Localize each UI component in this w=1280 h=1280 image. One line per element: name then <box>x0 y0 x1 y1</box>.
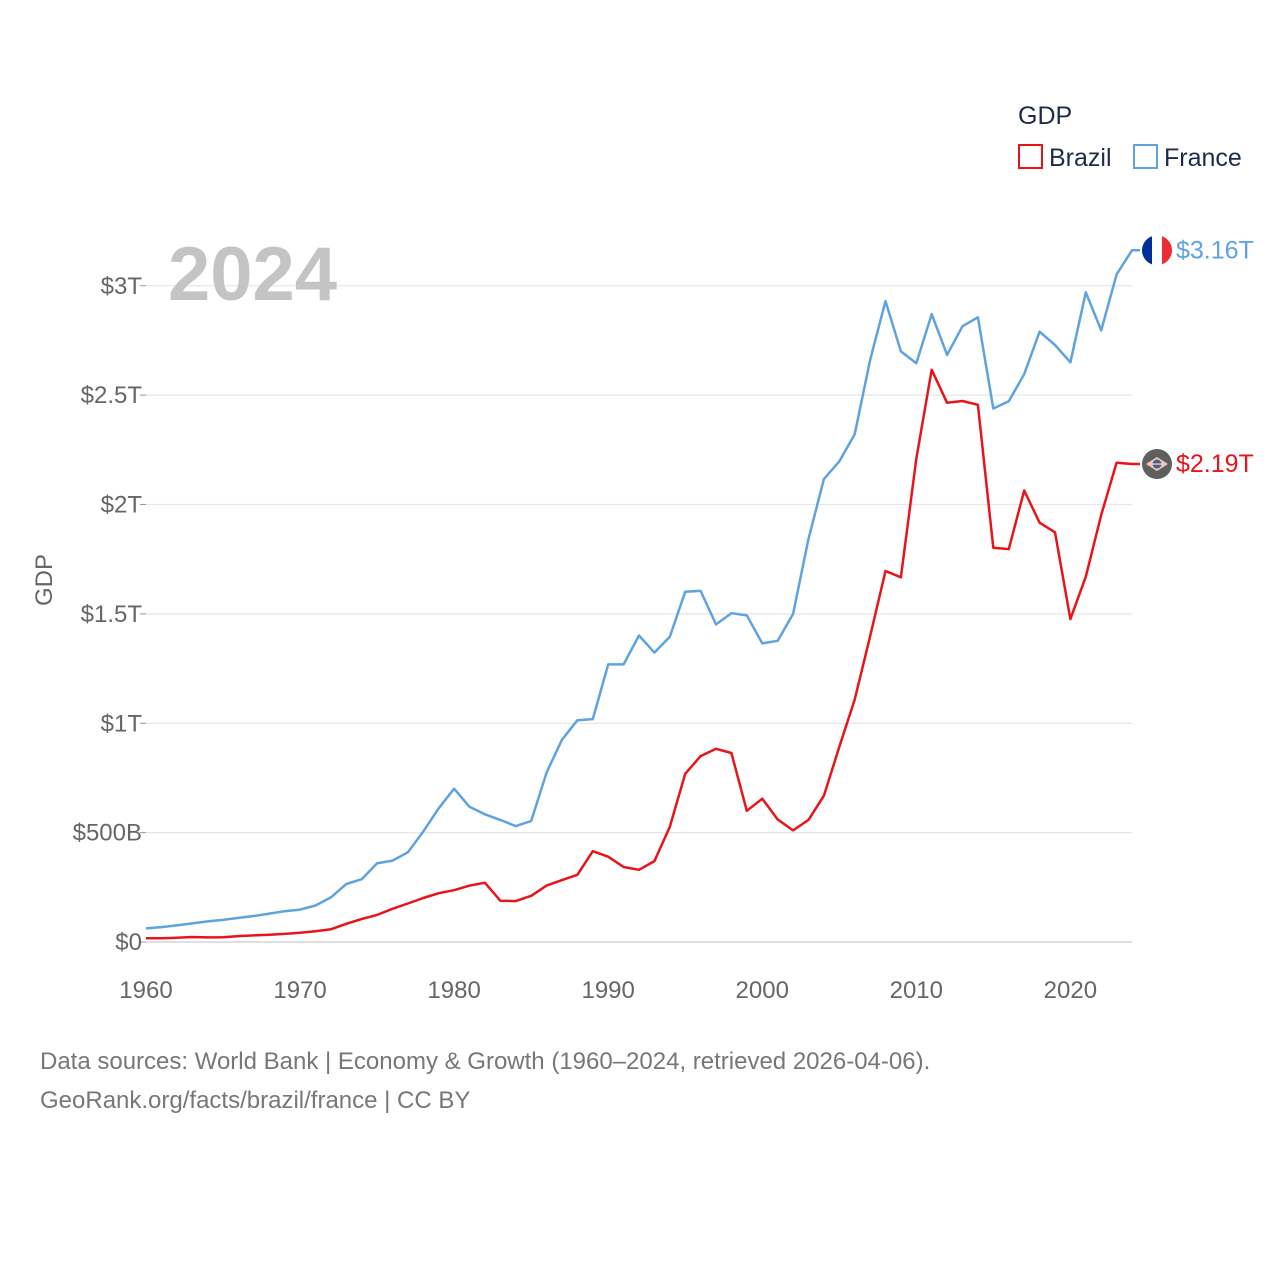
end-label-brazil: $2.19T <box>1176 450 1254 478</box>
legend-item-brazil[interactable]: Brazil <box>1018 144 1112 172</box>
france-flag-icon <box>1142 235 1172 266</box>
gdp-line-chart: 2024 $0 $500B $1T $1.5T $2T $2.5T $3T 1960 1970… <box>31 102 1254 1004</box>
x-tick-label: 2010 <box>890 977 943 1004</box>
y-tick-label: $3T <box>101 273 143 300</box>
series-line-france[interactable] <box>145 249 1140 930</box>
gridlines <box>140 285 1132 943</box>
end-label-france: $3.16T <box>1176 236 1254 264</box>
y-tick-label: $1T <box>101 710 143 737</box>
y-axis-title: GDP <box>31 554 58 606</box>
legend-title: GDP <box>1018 102 1072 130</box>
legend: GDP Brazil France <box>1018 102 1242 172</box>
x-tick-label: 2020 <box>1044 977 1097 1004</box>
legend-swatch-france <box>1133 144 1158 169</box>
footer: Data sources: World Bank | Economy & Gro… <box>40 1042 1240 1120</box>
x-tick-label: 2000 <box>736 977 789 1004</box>
legend-item-france[interactable]: France <box>1133 144 1242 172</box>
x-tick-label: 1960 <box>119 977 172 1004</box>
y-tick-label: $500B <box>73 820 142 847</box>
end-labels: $2.19T $3.16T <box>1142 235 1254 480</box>
legend-label-brazil: Brazil <box>1049 144 1112 172</box>
legend-swatch-brazil <box>1018 144 1043 169</box>
x-tick-label: 1970 <box>273 977 326 1004</box>
series-lines <box>145 249 1140 940</box>
x-tick-label: 1980 <box>427 977 480 1004</box>
x-axis-ticks: 1960 1970 1980 1990 2000 2010 2020 <box>119 977 1097 1004</box>
brazil-flag-icon <box>1142 449 1172 480</box>
series-line-brazil[interactable] <box>146 368 1140 940</box>
y-tick-label: $2.5T <box>81 382 143 409</box>
y-axis-ticks: $0 $500B $1T $1.5T $2T $2.5T $3T <box>73 273 143 956</box>
year-watermark: 2024 <box>168 232 337 317</box>
data-sources-text: Data sources: World Bank | Economy & Gro… <box>40 1048 931 1075</box>
y-tick-label: $1.5T <box>81 601 143 628</box>
y-tick-label: $0 <box>115 929 142 956</box>
attribution-link[interactable]: GeoRank.org/facts/brazil/france | CC BY <box>40 1087 471 1114</box>
y-tick-label: $2T <box>101 492 143 519</box>
x-tick-label: 1990 <box>581 977 634 1004</box>
legend-label-france: France <box>1164 144 1242 172</box>
